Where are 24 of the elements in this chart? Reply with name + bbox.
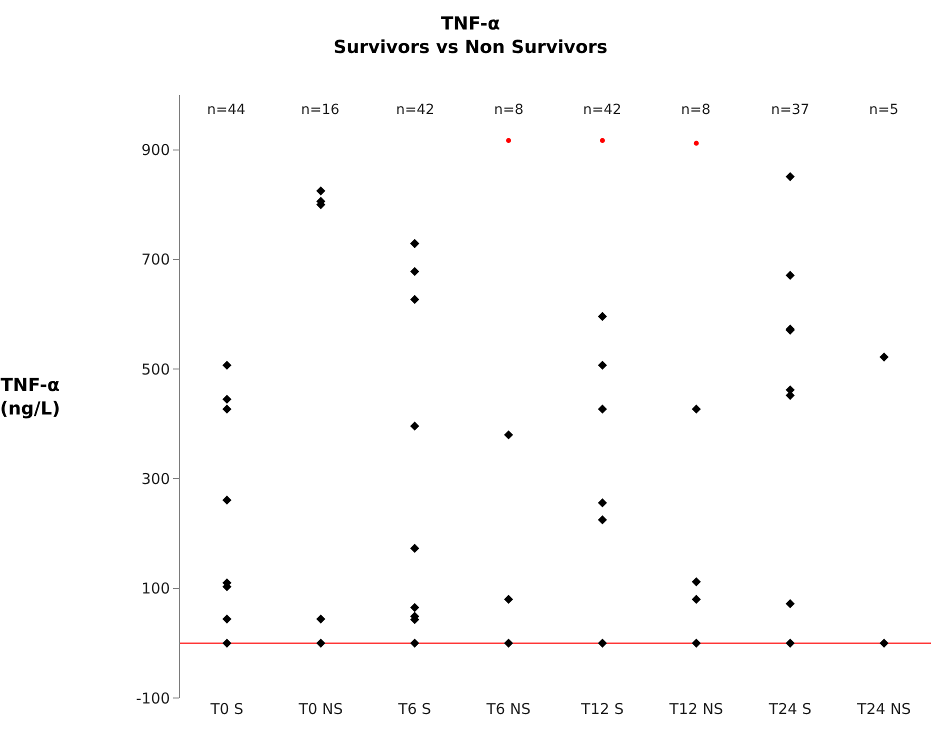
y-axis-title: TNF-α (ng/L) [0, 375, 60, 420]
annotation: n=8 [681, 102, 711, 118]
y-tick-label: 300 [141, 470, 170, 488]
annotation: n=8 [494, 102, 524, 118]
y-tick-label: 500 [141, 360, 170, 378]
y-tick-label: 100 [141, 580, 170, 598]
x-tick-label: T0 S [209, 700, 244, 718]
x-tick-label: T12 S [580, 700, 624, 718]
y-tick-label: 700 [141, 250, 170, 269]
annotation: n=5 [869, 102, 899, 118]
annotation: n=42 [396, 102, 434, 118]
x-tick-label: T24 NS [856, 700, 911, 718]
y-tick-label: -100 [136, 689, 170, 708]
annotation: n=37 [771, 102, 810, 118]
y-tick-label: 900 [141, 141, 170, 160]
annotation: n=44 [207, 102, 246, 118]
chart-title: TNF-α Survivors vs Non Survivors [334, 14, 608, 58]
x-tick-label: T12 NS [668, 700, 724, 718]
annotation: n=42 [583, 102, 622, 118]
annotation: n=16 [301, 102, 340, 118]
x-tick-label: T24 S [768, 700, 812, 718]
x-tick-label: T6 NS [485, 700, 531, 718]
x-tick-label: T6 S [397, 700, 432, 718]
x-tick-label: T0 NS [298, 700, 343, 718]
